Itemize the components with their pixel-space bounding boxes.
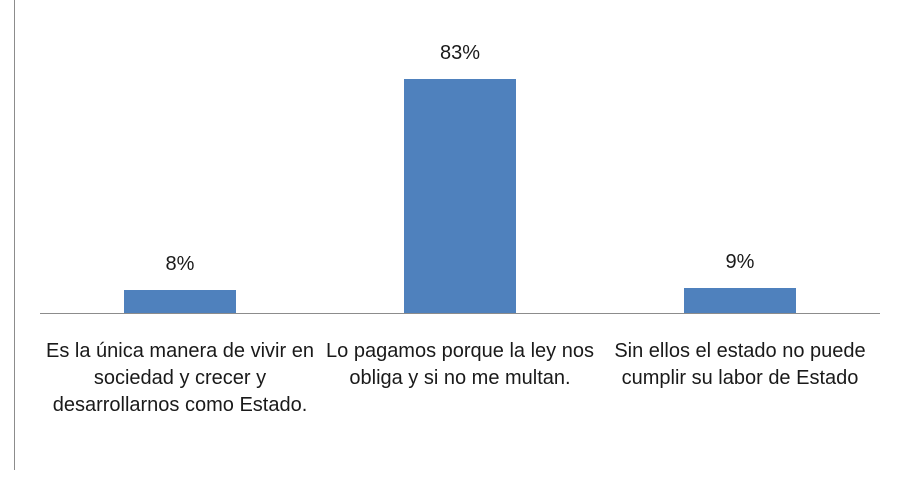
value-label: 8% [165,253,195,276]
bar [124,290,236,313]
category-label: Sin ellos el estado no puede cumplir su … [614,340,866,389]
value-label: 83% [439,41,481,64]
baseline [40,313,880,314]
bar [684,287,796,313]
category-label: Es la única manera de vivir en sociedad … [46,340,314,416]
bar [404,78,516,313]
left-border [14,0,15,470]
value-label: 9% [725,250,755,273]
category-label: Lo pagamos porque la ley nos obliga y si… [326,340,594,389]
